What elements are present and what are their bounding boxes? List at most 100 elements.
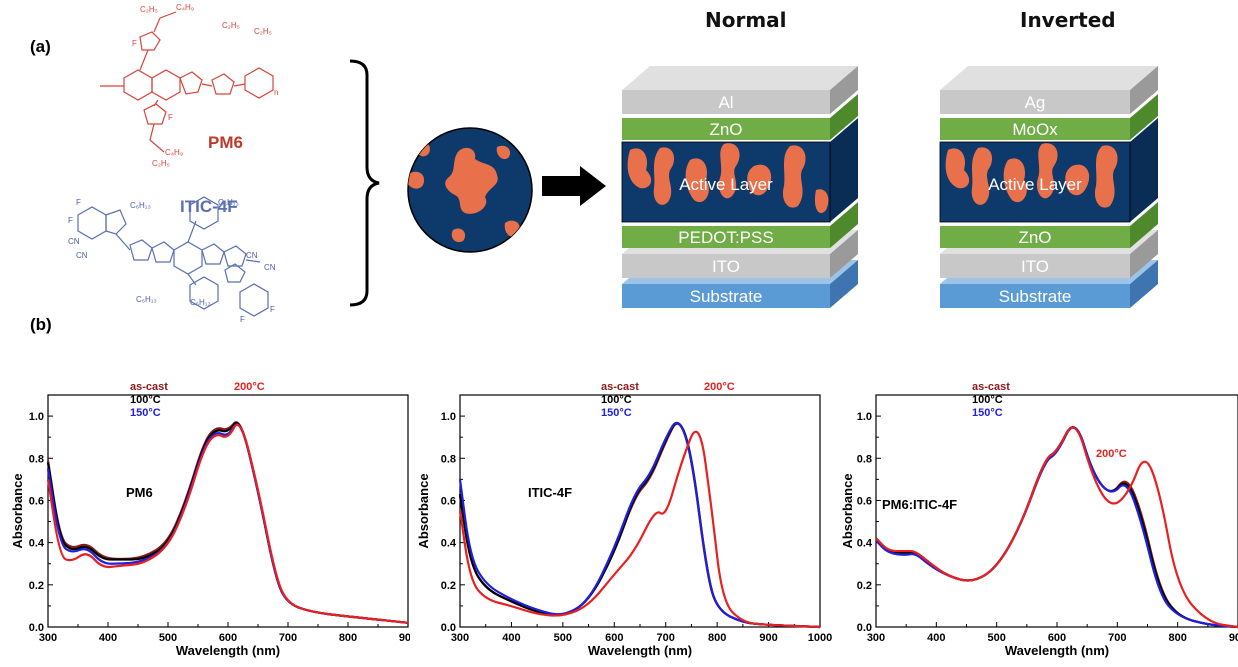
x-tick-label: 300 — [867, 632, 885, 644]
x-axis-label: Wavelength (nm) — [1005, 643, 1109, 658]
y-tick-label: 0.6 — [441, 495, 456, 507]
series-line — [875, 426, 1238, 629]
x-tick-label: 300 — [451, 632, 469, 644]
arrow-right-icon — [542, 166, 606, 206]
c2h5-label-2: C₂H₅ — [152, 159, 170, 168]
x-tick-label: 700 — [1108, 632, 1126, 644]
y-axis-label: Absorbance — [10, 473, 25, 548]
legend-entry: 100°C — [972, 394, 1003, 406]
x-tick-label: 600 — [219, 632, 237, 644]
x-tick-label: 300 — [39, 632, 57, 644]
y-tick-label: 1.0 — [857, 411, 872, 423]
itic4f-name: ITIC-4F — [180, 197, 238, 216]
legend-entry: 150°C — [972, 407, 1003, 419]
y-tick-label: 0.0 — [29, 622, 44, 634]
x-tick-label: 400 — [927, 632, 945, 644]
legend-entry: as-cast — [601, 381, 639, 393]
cn-label-4: CN — [246, 251, 258, 260]
series-line — [458, 422, 821, 629]
inverted-layer-4: ZnO — [1018, 228, 1051, 247]
itic4f-structure — [77, 196, 269, 317]
normal-layer-6: Substrate — [690, 287, 763, 306]
y-tick-label: 0.8 — [441, 453, 456, 465]
inverted-layer-2: MoOx — [1012, 120, 1058, 139]
inverted-layer-6: Substrate — [999, 287, 1072, 306]
panel-b-label: (b) — [30, 315, 52, 334]
x-tick-label: 900 — [399, 632, 410, 644]
normal-device-stack: Al ZnO Active Layer PEDOT:PSS ITO Substr… — [621, 66, 858, 308]
series-line — [875, 426, 1238, 629]
series-line — [458, 422, 821, 629]
morphology-circle — [407, 127, 533, 253]
normal-title: Normal — [705, 8, 787, 32]
normal-layer-5: ITO — [712, 257, 740, 276]
series-line — [875, 426, 1238, 629]
x-tick-label: 700 — [657, 632, 675, 644]
inverted-title: Inverted — [1020, 8, 1116, 32]
chart-label: ITIC-4F — [528, 485, 572, 500]
x-tick-label: 500 — [159, 632, 177, 644]
legend-entry: 100°C — [601, 394, 632, 406]
chart-label: PM6 — [126, 485, 153, 500]
x-tick-label: 900 — [1229, 632, 1238, 644]
inverted-layer-3: Active Layer — [988, 175, 1082, 194]
normal-layer-1: Al — [718, 93, 733, 112]
y-tick-label: 0.0 — [441, 622, 456, 634]
cn-label-3: CN — [264, 263, 276, 272]
chart-label: PM6:ITIC-4F — [882, 497, 957, 512]
legend-entry: 150°C — [601, 407, 632, 419]
x-tick-label: 1000 — [808, 632, 832, 644]
series-line — [46, 421, 409, 624]
f-label-4: F — [68, 216, 73, 225]
c6h13-label-2: C₆H₁₃ — [218, 198, 239, 207]
inverted-device-stack: Ag MoOx Active Layer ZnO ITO Substrate — [939, 66, 1158, 308]
n-label: n — [274, 88, 278, 97]
y-tick-label: 0.8 — [29, 453, 44, 465]
y-axis-label: Absorbance — [840, 473, 855, 548]
x-axis-label: Wavelength (nm) — [588, 643, 692, 658]
x-tick-label: 600 — [1048, 632, 1066, 644]
y-tick-label: 1.0 — [441, 411, 456, 423]
series-line — [458, 430, 821, 629]
panel-a-label: (a) — [30, 37, 51, 56]
series-line — [458, 421, 821, 629]
x-tick-label: 800 — [708, 632, 726, 644]
y-tick-label: 0.8 — [857, 453, 872, 465]
x-tick-label: 400 — [502, 632, 520, 644]
f-label-3: F — [76, 198, 81, 207]
c2h5-label-3: C₂H₅ — [222, 21, 240, 30]
chart-blend: 300 400 500 600 700 800 900 0.0 0.2 0.4 0.6 0.8 1.0 W… — [840, 381, 1238, 658]
inverted-layer-5: ITO — [1021, 257, 1049, 276]
x-tick-label: 400 — [99, 632, 117, 644]
legend-entry: 150°C — [130, 407, 161, 419]
y-tick-label: 0.6 — [857, 495, 872, 507]
inverted-layer-1: Ag — [1025, 93, 1046, 112]
y-tick-label: 0.2 — [29, 580, 44, 592]
c2h5-label-4: C₂H₅ — [254, 27, 272, 36]
series-line — [46, 422, 409, 624]
cn-label: CN — [68, 237, 80, 246]
legend-entry: 200°C — [234, 381, 265, 393]
pm6-structure — [100, 11, 274, 153]
bracket — [349, 59, 380, 307]
legend-entry: 100°C — [130, 394, 161, 406]
series-line — [46, 423, 409, 624]
c4h9-label: C₄H₉ — [176, 3, 194, 12]
legend-entry: 200°C — [704, 381, 735, 393]
normal-layer-3: Active Layer — [679, 175, 773, 194]
chart-itic4f: 300 400 500 600 700 800 900 1000 0.0 0.2 0.4 0.6 0.8… — [416, 381, 832, 658]
c6h13-label-3: C₆H₁₃ — [136, 295, 157, 304]
y-tick-label: 0.0 — [857, 622, 872, 634]
x-tick-label: 700 — [279, 632, 297, 644]
series-line — [875, 426, 1238, 629]
x-tick-label: 500 — [987, 632, 1005, 644]
y-tick-label: 1.0 — [29, 411, 44, 423]
c4h9-label-2: C₄H₉ — [165, 148, 183, 157]
normal-layer-4: PEDOT:PSS — [678, 228, 773, 247]
c6h13-label-4: C₆H₁₃ — [190, 298, 211, 307]
f-label-2: F — [168, 113, 173, 122]
y-tick-label: 0.2 — [857, 580, 872, 592]
x-tick-label: 500 — [554, 632, 572, 644]
legend-entry: 200°C — [1096, 448, 1127, 460]
x-tick-label: 800 — [339, 632, 357, 644]
